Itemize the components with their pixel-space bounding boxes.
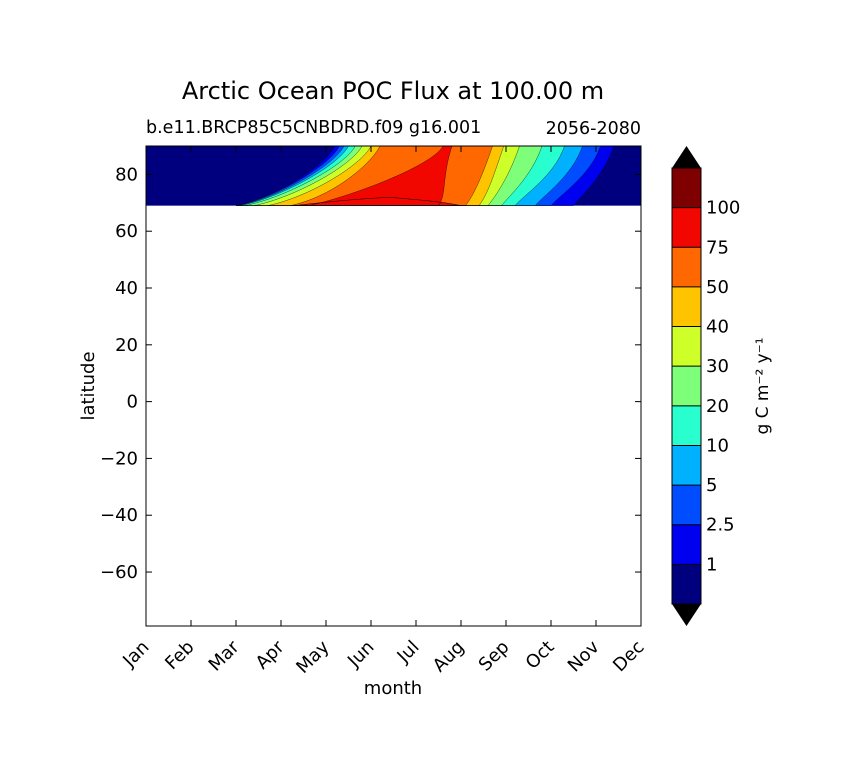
x-tick-label-may: May bbox=[292, 636, 333, 677]
x-axis-label: month bbox=[364, 678, 422, 699]
colorbar-tick-label-5: 30 bbox=[706, 356, 729, 377]
x-tick-label-sep: Sep bbox=[475, 637, 514, 676]
plot-area: Jan Feb Mar Apr May Jun Jul Aug Sep Oct Nov Dec 80 6… bbox=[100, 145, 649, 678]
colorbar-tick-label-8: 75 bbox=[706, 237, 729, 258]
y-tick-label-3: 20 bbox=[115, 335, 138, 356]
y-axis-label: latitude bbox=[78, 351, 99, 420]
y-tick-label-7: −60 bbox=[100, 562, 138, 583]
colorbar-label: g C m⁻² y⁻¹ bbox=[753, 337, 773, 434]
contour-band-10 bbox=[294, 197, 462, 206]
x-tick-label-nov: Nov bbox=[564, 636, 604, 676]
chart-title: Arctic Ocean POC Flux at 100.00 m bbox=[182, 77, 604, 105]
colorbar-tick-label-7: 50 bbox=[706, 277, 729, 298]
chart-subtitle-left: b.e11.BRCP85C5CNBDRD.f09 g16.001 bbox=[146, 118, 481, 138]
colorbar-tick-label-4: 20 bbox=[706, 396, 729, 417]
y-tick-label-4: 0 bbox=[127, 392, 138, 413]
contour-fill-layer bbox=[146, 146, 641, 206]
contour-line-2 bbox=[235, 146, 601, 206]
colorbar-tick-label-0: 1 bbox=[706, 554, 717, 575]
plot-frame bbox=[145, 145, 642, 627]
contour-line-9 bbox=[307, 146, 453, 206]
x-tick-label-feb: Feb bbox=[161, 637, 198, 674]
x-tick-label-jul: Jul bbox=[393, 637, 424, 668]
y-tick-label-5: −20 bbox=[100, 448, 138, 469]
colorbar-frame bbox=[671, 167, 702, 605]
x-tick-label-dec: Dec bbox=[609, 637, 648, 676]
x-tick-label-oct: Oct bbox=[522, 637, 559, 674]
x-tick-label-apr: Apr bbox=[252, 636, 289, 673]
chart-subtitle-right: 2056-2080 bbox=[546, 119, 641, 139]
contour-line-5 bbox=[244, 146, 543, 206]
colorbar-segment-9 bbox=[672, 207, 701, 248]
colorbar-segment-7 bbox=[672, 286, 701, 327]
plot-background bbox=[146, 146, 641, 626]
colorbar-extend-min bbox=[672, 604, 701, 626]
colorbar-segment-4 bbox=[672, 405, 701, 446]
colorbar-segment-3 bbox=[672, 445, 701, 486]
y-tick-label-1: 60 bbox=[115, 221, 138, 242]
colorbar-segment-5 bbox=[672, 366, 701, 406]
contour-line-6 bbox=[253, 146, 520, 206]
colorbar-segment-0 bbox=[672, 564, 701, 604]
colorbar-tick-label-9: 100 bbox=[706, 198, 740, 219]
colorbar-tick-label-3: 10 bbox=[706, 435, 729, 456]
colorbar-tick-label-6: 40 bbox=[706, 317, 729, 338]
colorbar-tick-label-2: 5 bbox=[706, 475, 717, 496]
x-tick-label-jan: Jan bbox=[118, 637, 153, 672]
colorbar-tick-label-1: 2.5 bbox=[706, 515, 735, 536]
y-tick-label-6: −40 bbox=[100, 505, 138, 526]
contour-line-8 bbox=[289, 146, 493, 206]
y-axis: 80 60 40 20 0 −20 −40 −60 bbox=[100, 164, 641, 583]
colorbar-segment-1 bbox=[672, 524, 701, 565]
y-tick-label-2: 40 bbox=[115, 278, 138, 299]
contour-band-9 bbox=[308, 146, 452, 206]
x-tick-label-mar: Mar bbox=[205, 636, 244, 675]
colorbar-segment-6 bbox=[672, 326, 701, 367]
colorbar-extend-max bbox=[672, 146, 701, 168]
y-tick-label-0: 80 bbox=[115, 164, 138, 185]
colorbar-segment-8 bbox=[672, 247, 701, 287]
x-tick-label-aug: Aug bbox=[429, 637, 469, 677]
colorbar-segment-2 bbox=[672, 485, 701, 525]
colorbar-segment-10 bbox=[672, 168, 701, 208]
x-tick-label-jun: Jun bbox=[343, 637, 378, 672]
contour-line-4 bbox=[240, 146, 565, 206]
colorbar: 1 2.5 5 10 20 30 40 50 75 100 bbox=[671, 146, 740, 626]
